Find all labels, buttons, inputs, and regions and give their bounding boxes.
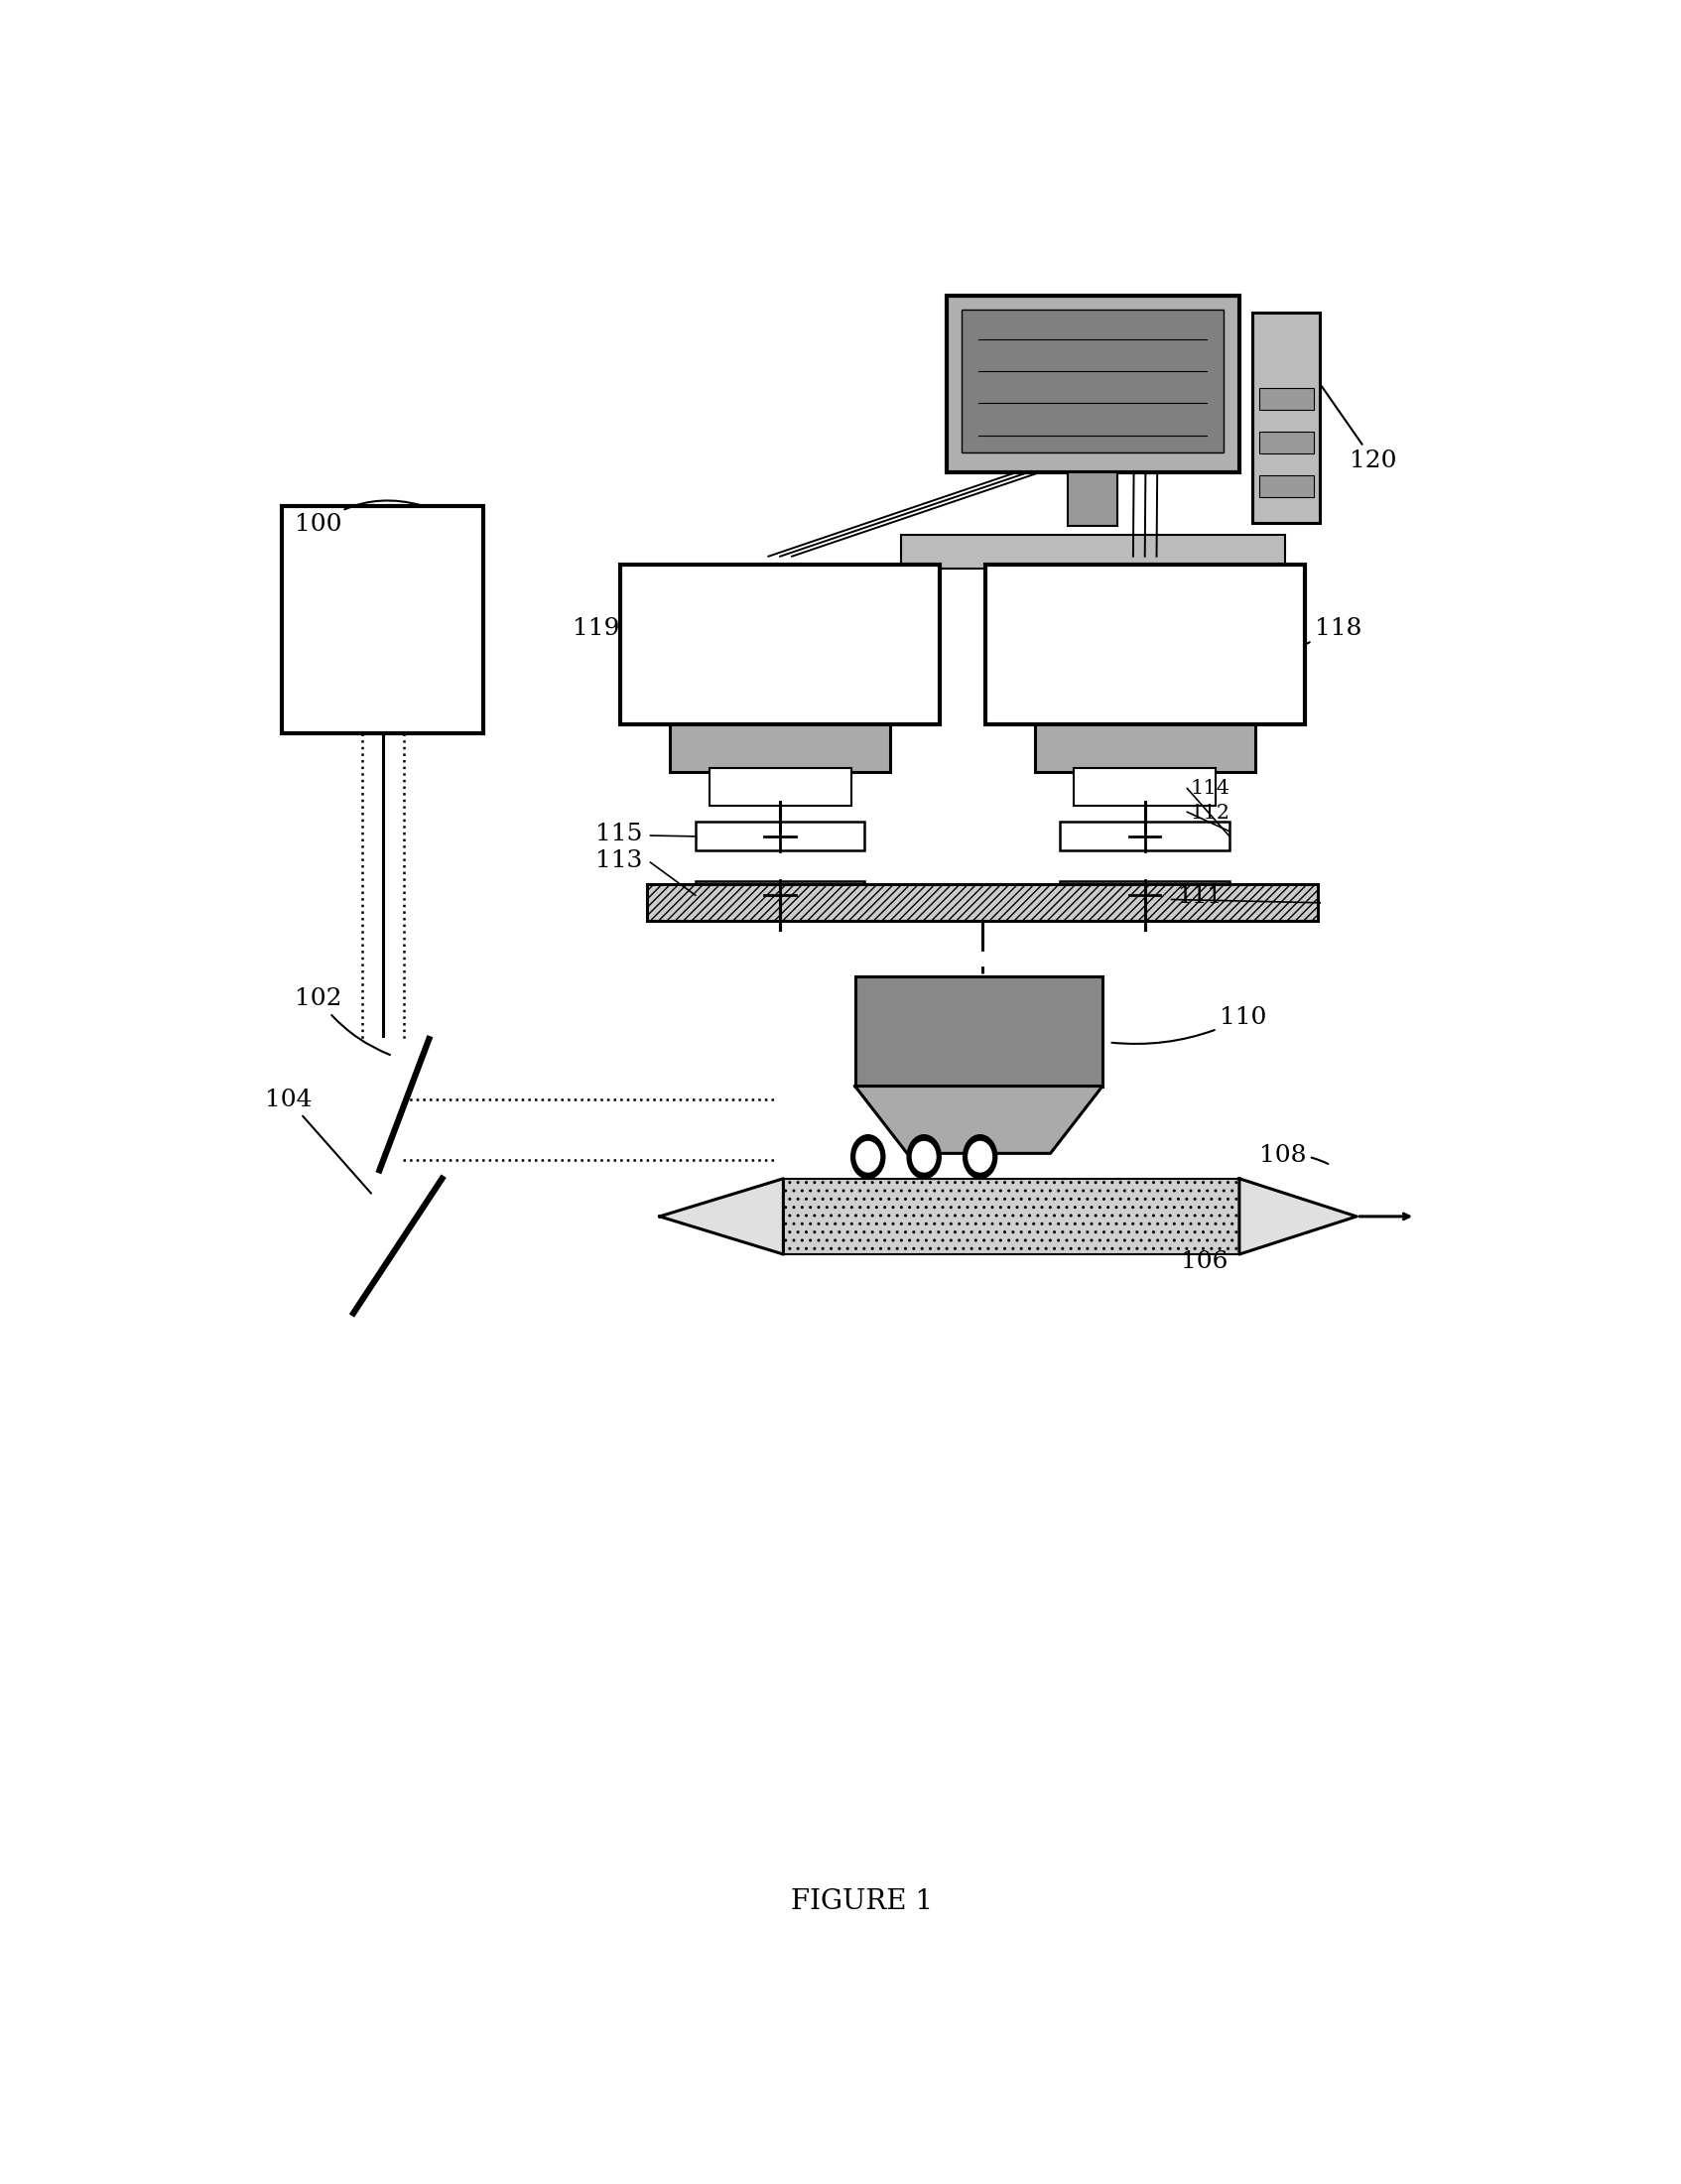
Circle shape <box>908 1136 941 1179</box>
Text: 119: 119 <box>572 618 620 644</box>
Text: FIGURE 1: FIGURE 1 <box>790 1889 933 1915</box>
Circle shape <box>913 1142 936 1173</box>
Text: 118: 118 <box>1306 618 1362 644</box>
Bar <box>620 566 940 725</box>
Bar <box>946 295 1239 472</box>
Text: 111: 111 <box>1177 885 1222 909</box>
Circle shape <box>856 1142 879 1173</box>
Circle shape <box>963 1136 997 1179</box>
Circle shape <box>851 1136 884 1179</box>
Bar <box>1061 821 1229 850</box>
Bar <box>1259 389 1313 411</box>
Text: 112: 112 <box>1190 804 1229 823</box>
Text: 114: 114 <box>1190 780 1229 797</box>
Bar <box>901 535 1284 568</box>
Text: 106: 106 <box>1180 1249 1227 1273</box>
Bar <box>709 769 851 806</box>
Text: 102: 102 <box>294 987 390 1055</box>
Bar <box>1259 432 1313 454</box>
Polygon shape <box>856 1085 1103 1153</box>
Bar <box>1035 725 1256 771</box>
Text: 120: 120 <box>1321 387 1397 472</box>
Bar <box>783 1179 1239 1254</box>
Bar <box>1259 476 1313 498</box>
Polygon shape <box>1239 1179 1357 1254</box>
Bar <box>647 885 1318 922</box>
Text: 113: 113 <box>595 850 642 871</box>
Text: 108: 108 <box>1259 1144 1328 1166</box>
Bar <box>1074 769 1215 806</box>
Bar <box>282 507 484 734</box>
Bar <box>696 880 864 909</box>
Polygon shape <box>659 1179 783 1254</box>
Text: 100: 100 <box>294 500 420 535</box>
Bar <box>1061 880 1229 909</box>
Bar <box>1067 472 1118 526</box>
Bar <box>696 821 864 850</box>
Bar <box>1252 312 1320 522</box>
Bar <box>671 725 891 771</box>
Text: 115: 115 <box>595 823 642 845</box>
Bar <box>856 976 1103 1085</box>
Bar <box>985 566 1304 725</box>
Text: 104: 104 <box>266 1088 372 1192</box>
Text: 110: 110 <box>1111 1007 1267 1044</box>
Circle shape <box>968 1142 992 1173</box>
Bar <box>962 310 1224 452</box>
